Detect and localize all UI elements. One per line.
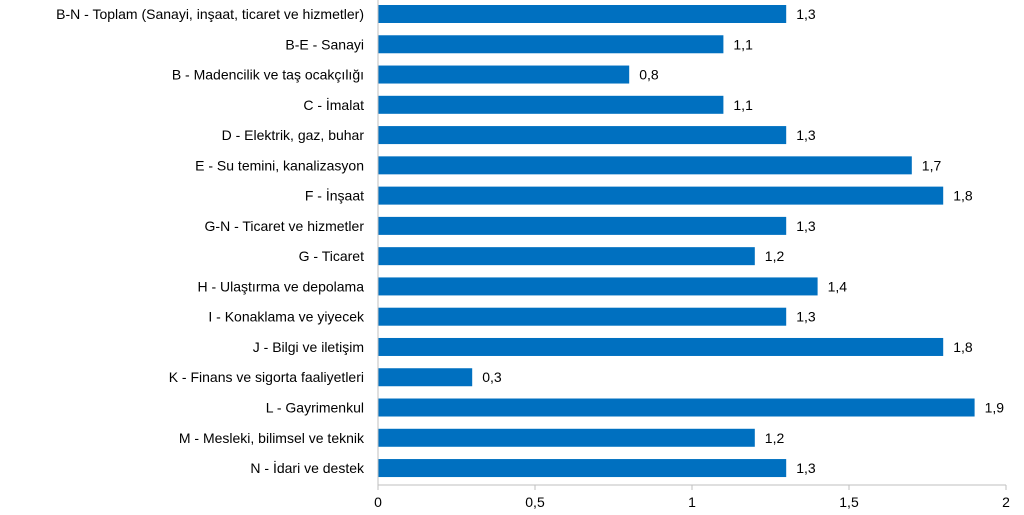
- bar-6: [378, 186, 944, 205]
- bar-4: [378, 126, 787, 145]
- value-label-12: 0,3: [482, 369, 502, 385]
- category-label-14: M - Mesleki, bilimsel ve teknik: [179, 430, 365, 446]
- bar-13: [378, 398, 975, 417]
- category-label-11: J - Bilgi ve iletişim: [253, 339, 364, 355]
- value-label-11: 1,8: [953, 339, 973, 355]
- x-tick-label-0: 0: [374, 494, 382, 510]
- value-label-15: 1,3: [796, 460, 816, 476]
- value-label-2: 0,8: [639, 67, 659, 83]
- x-tick-label-3: 1,5: [839, 494, 859, 510]
- bar-12: [378, 368, 473, 387]
- bar-2: [378, 65, 630, 84]
- category-label-5: E - Su temini, kanalizasyon: [195, 157, 364, 173]
- bar-1: [378, 35, 724, 54]
- category-label-9: H - Ulaştırma ve depolama: [197, 278, 364, 294]
- x-tick-label-4: 2: [1002, 494, 1010, 510]
- category-label-1: B-E - Sanayi: [285, 36, 364, 52]
- bar-11: [378, 337, 944, 356]
- bars-layer: [378, 5, 975, 478]
- category-label-10: I - Konaklama ve yiyecek: [208, 309, 365, 325]
- bar-15: [378, 459, 787, 478]
- value-label-3: 1,1: [733, 97, 753, 113]
- category-label-4: D - Elektrik, gaz, buhar: [222, 127, 365, 143]
- value-label-6: 1,8: [953, 188, 973, 204]
- value-label-9: 1,4: [828, 278, 848, 294]
- category-label-13: L - Gayrimenkul: [266, 400, 364, 416]
- category-labels-layer: B-N - Toplam (Sanayi, inşaat, ticaret ve…: [56, 6, 365, 476]
- category-label-0: B-N - Toplam (Sanayi, inşaat, ticaret ve…: [56, 6, 364, 22]
- value-label-13: 1,9: [985, 400, 1005, 416]
- bar-14: [378, 428, 755, 447]
- value-label-14: 1,2: [765, 430, 785, 446]
- value-label-5: 1,7: [922, 157, 942, 173]
- category-label-15: N - İdari ve destek: [250, 459, 365, 476]
- category-label-6: F - İnşaat: [305, 187, 364, 204]
- category-label-12: K - Finans ve sigorta faaliyetleri: [169, 369, 364, 385]
- category-label-8: G - Ticaret: [299, 248, 364, 264]
- category-label-3: C - İmalat: [303, 96, 364, 113]
- bar-9: [378, 277, 818, 296]
- category-label-2: B - Madencilik ve taş ocakçılığı: [172, 67, 364, 83]
- x-axis: 0 0,5 1 1,5 2: [374, 0, 1010, 510]
- x-tick-label-1: 0,5: [525, 494, 545, 510]
- x-tick-label-2: 1: [688, 494, 696, 510]
- bar-10: [378, 307, 787, 326]
- value-label-8: 1,2: [765, 248, 785, 264]
- bar-7: [378, 216, 787, 235]
- value-label-10: 1,3: [796, 309, 816, 325]
- value-labels-layer: 1,3 1,1 0,8 1,1 1,3 1,7 1,8 1,3 1,2 1,4 1,3 1,8 0,3 1…: [482, 6, 1004, 476]
- category-label-7: G-N - Ticaret ve hizmetler: [205, 218, 365, 234]
- value-label-1: 1,1: [733, 36, 753, 52]
- value-label-4: 1,3: [796, 127, 816, 143]
- bar-0: [378, 5, 787, 23]
- bar-3: [378, 95, 724, 114]
- value-label-7: 1,3: [796, 218, 816, 234]
- bar-8: [378, 247, 755, 266]
- value-label-0: 1,3: [796, 6, 816, 22]
- bar-5: [378, 156, 912, 175]
